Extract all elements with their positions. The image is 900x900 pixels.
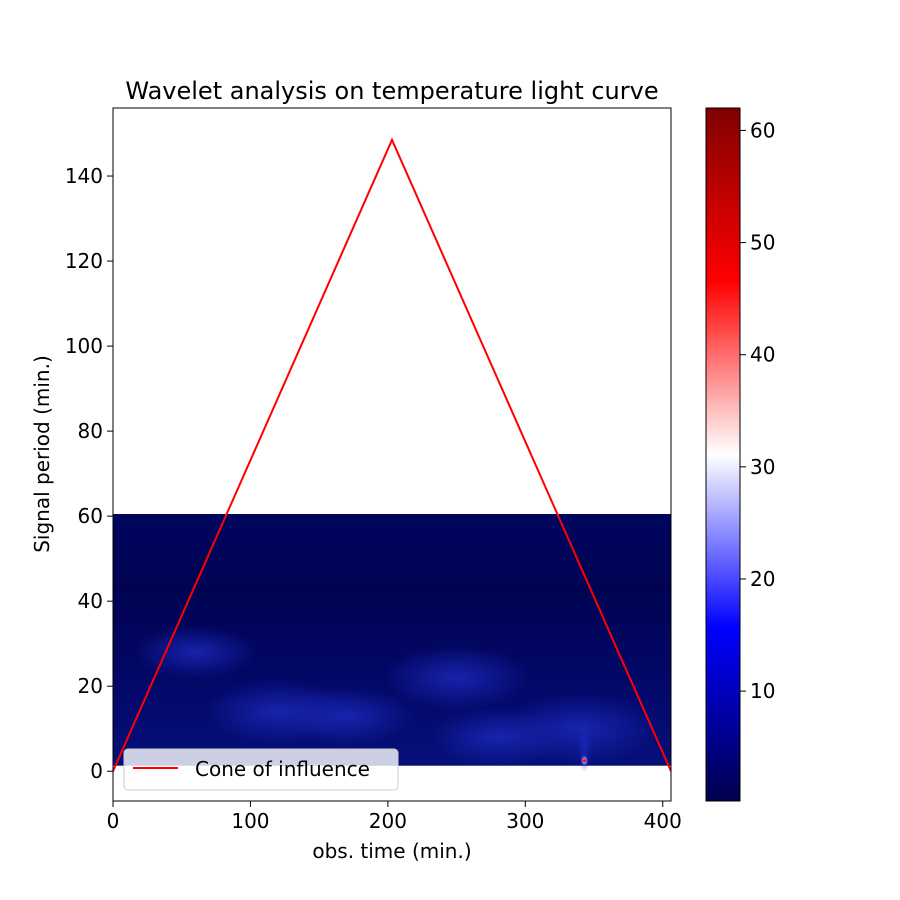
wavelet-power-heatmap bbox=[113, 514, 671, 773]
x-tick-label: 0 bbox=[107, 809, 120, 833]
x-tick-label: 400 bbox=[644, 809, 682, 833]
colorbar-gradient bbox=[705, 107, 741, 802]
x-tick-label: 200 bbox=[369, 809, 407, 833]
plot-frame bbox=[112, 107, 672, 802]
y-tick-label: 40 bbox=[78, 589, 103, 613]
legend: Cone of influence bbox=[123, 748, 399, 791]
colorbar-tick-label: 60 bbox=[750, 118, 775, 142]
heatmap-patch bbox=[279, 686, 414, 746]
legend-box bbox=[123, 748, 399, 791]
series-cone-of-influence bbox=[113, 137, 671, 772]
y-axis-label: Signal period (min.) bbox=[30, 355, 54, 553]
heatmap-patch bbox=[134, 625, 257, 679]
chart-title: Wavelet analysis on temperature light cu… bbox=[125, 77, 658, 105]
colorbar-tick-label: 30 bbox=[750, 455, 775, 479]
y-tick-label: 80 bbox=[78, 419, 103, 443]
y-tick-label: 0 bbox=[90, 759, 103, 783]
y-tick-label: 100 bbox=[65, 334, 103, 358]
x-axis-label: obs. time (min.) bbox=[312, 839, 471, 863]
colorbar: 10 20 30 40 50 60 bbox=[705, 107, 775, 802]
y-tick-label: 60 bbox=[78, 504, 103, 528]
y-tick-label: 20 bbox=[78, 674, 103, 698]
heatmap-patch bbox=[382, 645, 531, 710]
y-tick-label: 120 bbox=[65, 249, 103, 273]
y-axis-ticks: 0 20 40 60 80 100 120 140 bbox=[65, 164, 113, 783]
x-tick-label: 300 bbox=[506, 809, 544, 833]
colorbar-tick-label: 20 bbox=[750, 567, 775, 591]
x-tick-label: 100 bbox=[231, 809, 269, 833]
legend-entry-label: Cone of influence bbox=[195, 757, 370, 781]
colorbar-tick-label: 40 bbox=[750, 343, 775, 367]
colorbar-tick-label: 10 bbox=[750, 679, 775, 703]
y-tick-label: 140 bbox=[65, 164, 103, 188]
x-axis-ticks: 0 100 200 300 400 bbox=[107, 801, 682, 833]
heatmap-hotspot-peak bbox=[582, 759, 586, 763]
series-layer bbox=[113, 137, 671, 772]
colorbar-tick-label: 50 bbox=[750, 231, 775, 255]
colorbar-ticks: 10 20 30 40 50 60 bbox=[740, 118, 775, 703]
